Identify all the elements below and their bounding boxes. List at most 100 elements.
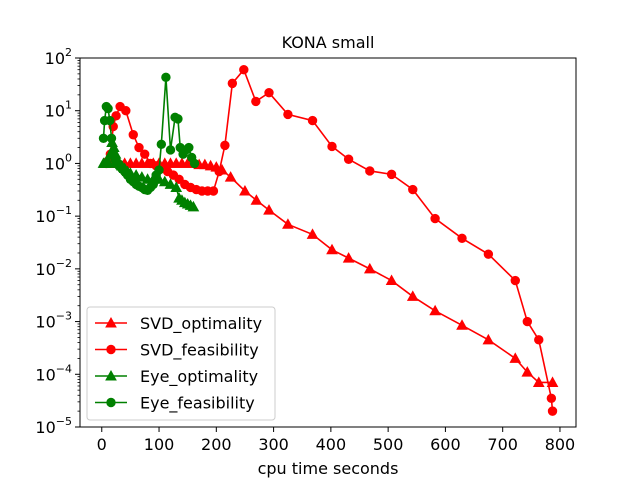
data-point-eye-optimality — [102, 157, 115, 168]
data-point-svd-feasibility — [327, 141, 337, 152]
series-eye-feasibility — [98, 72, 200, 195]
data-point-svd-feasibility — [365, 166, 375, 176]
data-point-svd-optimality — [363, 262, 376, 274]
data-point-svd-feasibility — [510, 275, 520, 286]
data-point-svd-feasibility — [121, 106, 131, 116]
x-tick-label: 600 — [430, 435, 461, 454]
data-point-svd-feasibility — [220, 140, 230, 151]
data-point-svd-feasibility — [174, 174, 184, 184]
y-tick-label: 10−2 — [35, 257, 72, 279]
data-point-eye-feasibility — [161, 72, 171, 83]
data-point-eye-optimality — [158, 175, 171, 187]
legend-marker — [106, 397, 116, 408]
x-tick-label: 500 — [373, 435, 404, 454]
y-tick-label: 100 — [45, 151, 72, 173]
x-tick-label: 100 — [144, 435, 175, 454]
series-svd-feasibility — [101, 64, 558, 416]
legend-label: SVD_optimality — [140, 314, 262, 334]
data-point-svd-feasibility — [522, 316, 533, 327]
data-point-svd-optimality — [342, 252, 355, 263]
data-point-svd-feasibility — [239, 64, 249, 75]
data-point-svd-feasibility — [457, 233, 467, 243]
data-point-svd-feasibility — [214, 166, 224, 177]
x-tick-label: 800 — [545, 435, 576, 454]
series-line-eye-feasibility — [102, 77, 196, 192]
data-point-svd-optimality — [306, 228, 319, 239]
data-point-svd-feasibility — [483, 249, 494, 259]
data-point-svd-optimality — [509, 352, 522, 363]
data-point-eye-feasibility — [103, 103, 113, 114]
data-point-eye-feasibility — [148, 179, 159, 190]
y-tick-label: 10−5 — [35, 415, 72, 437]
data-point-svd-feasibility — [386, 169, 397, 180]
legend-marker — [106, 344, 116, 355]
x-tick-label: 300 — [258, 435, 289, 454]
data-point-eye-optimality — [187, 200, 200, 212]
data-point-svd-feasibility — [343, 154, 354, 164]
data-point-svd-optimality — [429, 304, 441, 316]
y-axis: 10−5 10−4 10−3 10−2 10−1 100 101 102 — [35, 46, 80, 437]
data-point-eye-feasibility — [106, 133, 117, 143]
axes-frame — [79, 57, 577, 428]
data-point-eye-feasibility — [156, 139, 167, 150]
y-tick-label: 102 — [45, 46, 72, 68]
data-point-eye-feasibility — [154, 165, 164, 175]
legend: SVD_optimality SVD_feasibility Eye_optimal… — [86, 306, 276, 421]
data-point-svd-optimality — [456, 319, 468, 330]
data-point-svd-optimality — [546, 376, 559, 387]
data-point-svd-optimality — [521, 366, 534, 377]
chart-title: KONA small — [282, 33, 375, 52]
data-point-svd-optimality — [263, 204, 275, 215]
series-layer — [97, 64, 559, 416]
data-point-svd-feasibility — [111, 111, 121, 121]
data-point-svd-optimality — [282, 218, 294, 229]
legend-marker — [105, 369, 117, 381]
data-point-svd-feasibility — [408, 184, 418, 195]
legend-label: SVD_feasibility — [140, 341, 259, 361]
data-point-svd-optimality — [250, 194, 263, 205]
legend-label: Eye_optimality — [140, 367, 258, 387]
data-point-svd-feasibility — [547, 406, 558, 416]
data-point-eye-feasibility — [173, 114, 183, 124]
legend-box — [86, 306, 276, 421]
data-point-svd-feasibility — [128, 130, 138, 140]
data-point-svd-feasibility — [140, 149, 150, 159]
y-tick-label: 101 — [45, 99, 72, 121]
data-point-svd-feasibility — [208, 186, 219, 196]
y-tick-label: 10−1 — [35, 204, 72, 226]
data-point-eye-optimality — [164, 178, 177, 189]
data-point-svd-optimality — [532, 376, 545, 387]
data-point-eye-feasibility — [105, 115, 115, 126]
data-point-svd-feasibility — [546, 393, 557, 404]
x-axis: 0 100 200 300 400 500 600 700 800 — [97, 427, 576, 454]
legend-item-svd-optimality: SVD_optimality — [95, 314, 262, 334]
data-point-svd-feasibility — [307, 115, 318, 126]
x-tick-label: 400 — [316, 435, 347, 454]
y-tick-label: 10−4 — [35, 362, 72, 384]
data-point-eye-feasibility — [98, 133, 109, 143]
data-point-svd-feasibility — [227, 78, 238, 89]
data-point-svd-feasibility — [283, 109, 293, 120]
data-point-svd-feasibility — [134, 142, 144, 153]
data-point-svd-optimality — [482, 333, 495, 345]
x-tick-label: 700 — [487, 435, 518, 454]
data-point-eye-feasibility — [165, 145, 176, 155]
x-axis-title: cpu time seconds — [258, 459, 399, 478]
data-point-eye-feasibility — [184, 142, 194, 153]
legend-item-svd-feasibility: SVD_feasibility — [95, 341, 259, 361]
legend-item-eye-optimality: Eye_optimality — [95, 367, 258, 387]
data-point-svd-feasibility — [264, 87, 274, 98]
data-point-svd-feasibility — [251, 96, 261, 107]
legend-marker — [105, 316, 117, 328]
data-point-svd-optimality — [326, 243, 338, 255]
data-point-svd-optimality — [224, 171, 237, 182]
legend-item-eye-feasibility: Eye_feasibility — [95, 394, 255, 414]
data-point-eye-feasibility — [189, 158, 200, 169]
data-point-svd-feasibility — [534, 335, 544, 345]
data-point-svd-optimality — [239, 184, 251, 196]
data-point-eye-optimality — [136, 171, 148, 182]
x-tick-label: 0 — [97, 435, 107, 454]
data-point-svd-optimality — [385, 274, 398, 286]
